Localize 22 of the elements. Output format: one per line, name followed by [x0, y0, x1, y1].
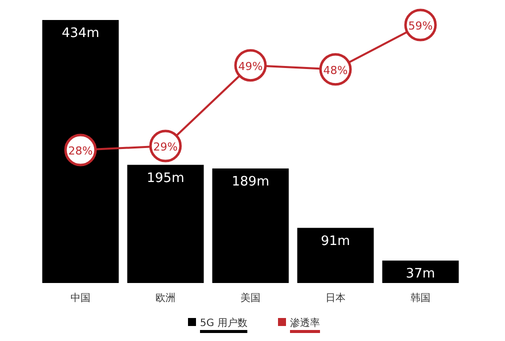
data-label: 195m: [146, 170, 184, 186]
x-tick-label: 日本: [326, 292, 346, 304]
bar: [42, 20, 119, 283]
x-tick-label: 美国: [240, 292, 260, 304]
data-label: 29%: [153, 140, 178, 154]
data-label: 434m: [62, 26, 100, 41]
x-tick-label: 中国: [70, 292, 90, 304]
data-label: 59%: [408, 20, 433, 32]
data-label: 37m: [406, 266, 436, 282]
legend-label: 5G 用户数: [200, 317, 248, 329]
data-label: 189m: [232, 174, 270, 190]
x-tick-label: 韩国: [410, 292, 430, 304]
data-label: 91m: [320, 234, 350, 249]
legend-label: 渗透率: [290, 317, 320, 329]
bar: [212, 168, 289, 283]
data-label: 49%: [238, 60, 263, 73]
bar: [127, 164, 204, 283]
data-label: 48%: [323, 64, 348, 77]
bar: [382, 260, 459, 283]
bar: [297, 228, 374, 283]
data-label: 28%: [68, 144, 93, 158]
x-tick-label: 欧洲: [156, 292, 176, 304]
